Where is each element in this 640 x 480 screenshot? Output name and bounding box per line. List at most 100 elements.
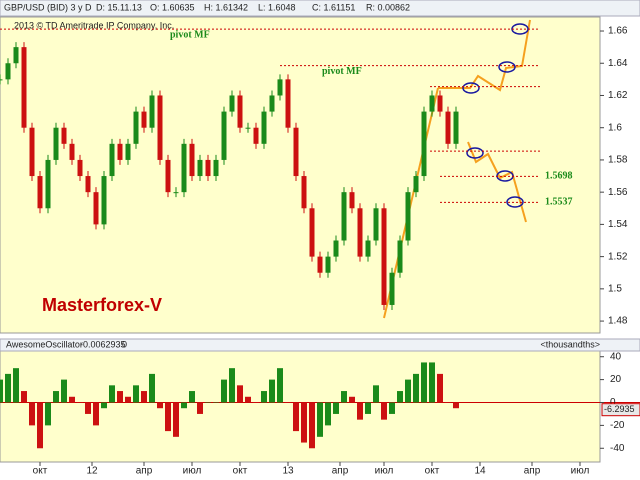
candle bbox=[133, 111, 139, 144]
bar bbox=[85, 402, 91, 414]
bar bbox=[69, 396, 75, 403]
bar bbox=[301, 402, 307, 443]
bar bbox=[61, 379, 67, 403]
candle bbox=[221, 111, 227, 160]
y-tick-label: 1.5 bbox=[608, 283, 622, 294]
bar bbox=[77, 402, 83, 403]
marker bbox=[506, 196, 524, 208]
candle bbox=[21, 47, 27, 128]
bar bbox=[413, 373, 419, 403]
oscillator-parameter: 0 bbox=[122, 339, 127, 349]
bar bbox=[277, 368, 283, 403]
bar bbox=[269, 379, 275, 403]
candle bbox=[413, 176, 419, 193]
bar bbox=[333, 402, 339, 414]
x-tick-label: апр bbox=[524, 466, 541, 477]
candle bbox=[149, 95, 155, 128]
bar bbox=[341, 391, 347, 403]
candle bbox=[173, 192, 179, 194]
candle bbox=[213, 159, 219, 177]
bar bbox=[109, 385, 115, 403]
candle bbox=[301, 176, 307, 209]
bar bbox=[229, 368, 235, 403]
oscillator-panel bbox=[0, 350, 601, 463]
bar bbox=[309, 402, 315, 449]
y-tick-label: 1.52 bbox=[608, 251, 628, 262]
header-bar bbox=[0, 0, 640, 17]
candle bbox=[157, 95, 163, 160]
candle bbox=[365, 240, 371, 257]
x-tick-label: 12 bbox=[86, 466, 98, 477]
candle bbox=[269, 95, 275, 112]
x-tick-label: июл bbox=[183, 466, 202, 477]
bar bbox=[117, 391, 123, 403]
candle bbox=[389, 272, 395, 305]
candle bbox=[181, 143, 187, 193]
candle bbox=[165, 159, 171, 193]
bar bbox=[405, 379, 411, 403]
bar bbox=[285, 402, 291, 403]
x-tick-label: 14 bbox=[474, 466, 486, 477]
x-tick-label: окт bbox=[425, 466, 440, 477]
candle bbox=[61, 127, 67, 144]
bar bbox=[133, 385, 139, 403]
pivot-label: pivot MF bbox=[170, 29, 210, 40]
bar bbox=[37, 402, 43, 449]
candle bbox=[53, 127, 59, 160]
candle bbox=[445, 111, 451, 144]
bar bbox=[421, 362, 427, 403]
bar bbox=[181, 402, 187, 409]
last-value-box bbox=[601, 403, 640, 417]
y-tick-label: 1.56 bbox=[608, 187, 628, 198]
candle bbox=[69, 143, 75, 160]
unit-label: <thousandths> bbox=[540, 339, 600, 349]
oscillator-title: AwesomeOscillator bbox=[6, 339, 83, 349]
bar bbox=[349, 396, 355, 403]
bar bbox=[53, 391, 59, 403]
bar bbox=[205, 402, 211, 403]
candle bbox=[229, 95, 235, 112]
copyright: 2013 © TD Ameritrade IP Company, Inc. bbox=[14, 20, 174, 30]
candle bbox=[101, 176, 107, 225]
candle bbox=[349, 192, 355, 209]
ohlc-label: H: 1.61342 bbox=[204, 2, 248, 12]
candle bbox=[437, 95, 443, 112]
ohlc-label: C: 1.61151 bbox=[312, 2, 355, 12]
marker bbox=[466, 147, 484, 159]
level-label: 1.5698 bbox=[545, 171, 573, 182]
candle bbox=[125, 143, 131, 160]
candle bbox=[93, 192, 99, 225]
bar bbox=[253, 402, 259, 403]
bar bbox=[0, 379, 3, 403]
candle bbox=[13, 47, 19, 64]
bar bbox=[5, 373, 11, 403]
candle bbox=[397, 240, 403, 273]
candle bbox=[381, 208, 387, 305]
y-tick-label: 1.58 bbox=[608, 155, 628, 166]
candle bbox=[85, 176, 91, 193]
level-label: 1.5537 bbox=[545, 197, 573, 208]
bar bbox=[437, 373, 443, 403]
bar bbox=[245, 396, 251, 403]
candle bbox=[45, 159, 51, 209]
y-tick-label: 1.6 bbox=[608, 122, 622, 133]
bar bbox=[149, 373, 155, 403]
bar bbox=[357, 402, 363, 420]
watermark: Masterforex-V bbox=[42, 295, 162, 315]
bar bbox=[365, 402, 371, 414]
candle bbox=[141, 111, 147, 128]
x-tick-label: июл bbox=[571, 466, 590, 477]
candle bbox=[5, 63, 11, 80]
bar bbox=[141, 391, 147, 403]
x-tick-label: окт bbox=[233, 466, 248, 477]
y-tick-label: 1.48 bbox=[608, 316, 628, 327]
y-tick-label: 1.66 bbox=[608, 26, 628, 37]
oscillator-header bbox=[0, 338, 640, 352]
bar bbox=[157, 402, 163, 409]
symbol: GBP/USD (BID) 3 y D bbox=[4, 2, 92, 12]
ohlc-label: O: 1.60635 bbox=[150, 2, 195, 12]
y-tick-label: 40 bbox=[610, 351, 622, 362]
y-tick-label: 1.54 bbox=[608, 219, 628, 230]
bar bbox=[93, 402, 99, 426]
